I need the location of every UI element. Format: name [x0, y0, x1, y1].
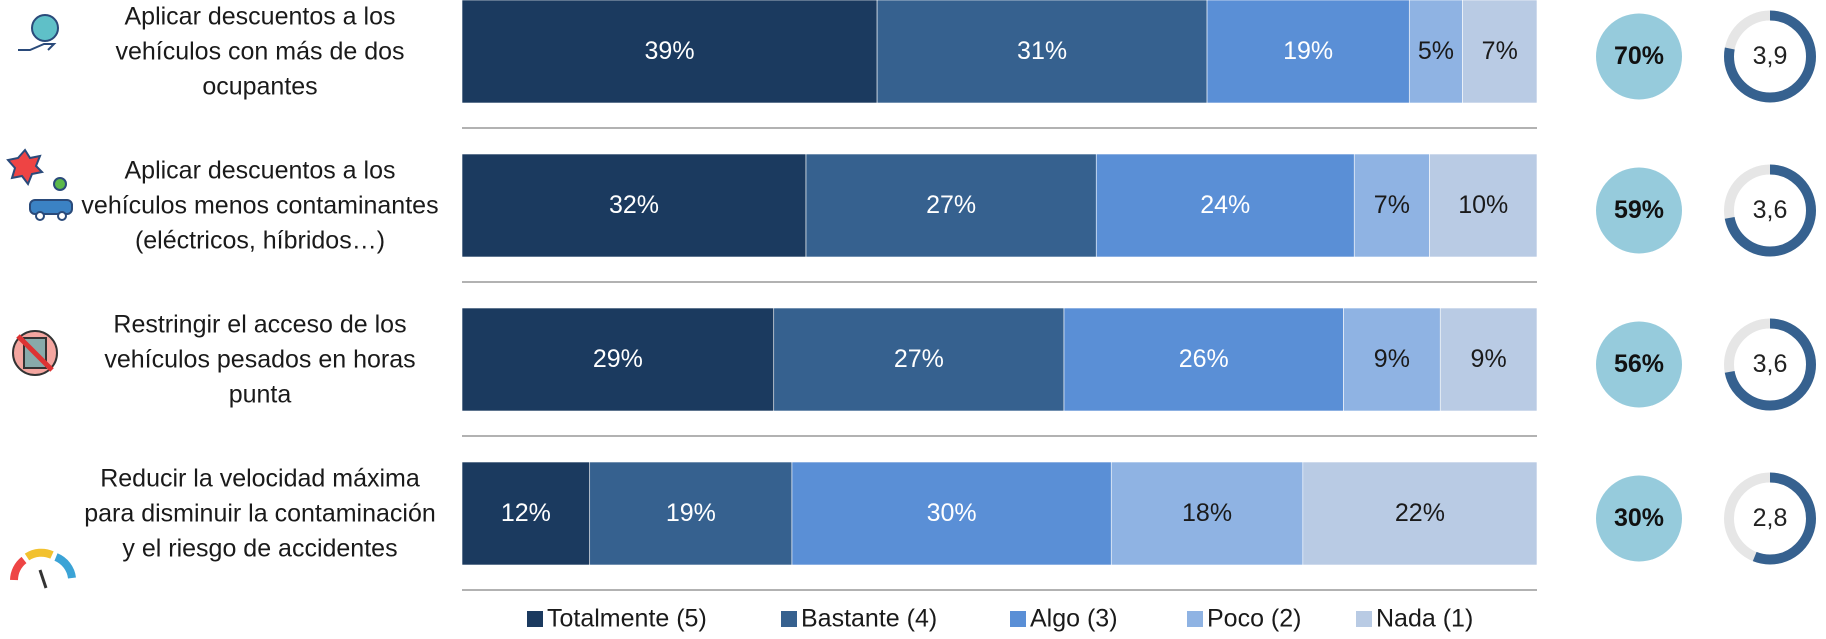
top-two-circle: [1596, 167, 1682, 254]
bar-segment: [1343, 307, 1441, 412]
row-label: Aplicar descuentos a los vehículos menos…: [81, 156, 439, 254]
legend-label: Poco (2): [1207, 605, 1301, 633]
bar-segment: [461, 0, 878, 104]
score-label: 2,8: [1753, 504, 1788, 532]
bar-segment: [1439, 307, 1538, 412]
score-label: 3,9: [1753, 42, 1788, 70]
bar-segment: [791, 461, 1112, 566]
row-label: Reducir la velocidad máxima para disminu…: [84, 464, 436, 562]
top-two-circle: [1596, 321, 1682, 408]
legend-swatch: [781, 611, 797, 627]
value-label: 5%: [1418, 37, 1454, 65]
value-label: 22%: [1395, 499, 1445, 527]
bar-segment: [805, 153, 1097, 258]
legend-label: Algo (3): [1030, 605, 1118, 633]
score-label: 3,6: [1753, 350, 1788, 378]
top-two-label: 30%: [1614, 504, 1664, 532]
value-label: 9%: [1471, 345, 1507, 373]
value-label: 19%: [1283, 37, 1333, 65]
score-arc: [1724, 318, 1816, 411]
value-label: 12%: [501, 499, 551, 527]
value-label: 18%: [1182, 499, 1232, 527]
score-label: 3,6: [1753, 196, 1788, 224]
value-label: 27%: [894, 345, 944, 373]
legend-swatch: [1187, 611, 1203, 627]
bar-segment: [461, 461, 591, 566]
value-label: 29%: [593, 345, 643, 373]
value-label: 7%: [1482, 37, 1518, 65]
legend-swatch: [1010, 611, 1026, 627]
value-label: 19%: [666, 499, 716, 527]
bar-segment: [1408, 0, 1463, 104]
top-two-label: 56%: [1614, 350, 1664, 378]
score-arc: [1724, 10, 1816, 103]
bar-segment: [773, 307, 1065, 412]
score-arc: [1724, 164, 1816, 257]
value-label: 9%: [1374, 345, 1410, 373]
value-label: 31%: [1017, 37, 1067, 65]
row-label: Restringir el acceso de los vehículos pe…: [104, 310, 416, 408]
bar-segment: [1462, 0, 1538, 104]
top-two-circle: [1596, 475, 1682, 562]
icon: [6, 148, 73, 221]
score-arc: [1724, 472, 1816, 565]
value-label: 32%: [609, 191, 659, 219]
bar-segment: [876, 0, 1208, 104]
top-two-label: 59%: [1614, 196, 1664, 224]
legend-label: Bastante (4): [801, 605, 937, 633]
value-label: 10%: [1458, 191, 1508, 219]
bar-segment: [1063, 307, 1344, 412]
icon: [12, 330, 58, 376]
bar-segment: [589, 461, 793, 566]
value-label: 30%: [927, 499, 977, 527]
bar-segment: [1095, 153, 1355, 258]
bar-segment: [1110, 461, 1304, 566]
legend-label: Totalmente (5): [547, 605, 707, 633]
icon: [10, 548, 76, 589]
bar-segment: [461, 307, 775, 412]
top-two-label: 70%: [1614, 42, 1664, 70]
bar-segment: [1353, 153, 1430, 258]
value-label: 24%: [1200, 191, 1250, 219]
value-label: 27%: [926, 191, 976, 219]
legend-swatch: [527, 611, 543, 627]
value-label: 39%: [645, 37, 695, 65]
legend-label: Nada (1): [1376, 605, 1473, 633]
bar-segment: [1302, 461, 1538, 566]
icon: [18, 14, 59, 51]
value-label: 7%: [1374, 191, 1410, 219]
bar-segment: [461, 153, 807, 258]
bar-segment: [1429, 153, 1538, 258]
top-two-circle: [1596, 13, 1682, 100]
row-label: Aplicar descuentos a los vehículos con m…: [115, 2, 405, 100]
legend-swatch: [1356, 611, 1372, 627]
value-label: 26%: [1179, 345, 1229, 373]
